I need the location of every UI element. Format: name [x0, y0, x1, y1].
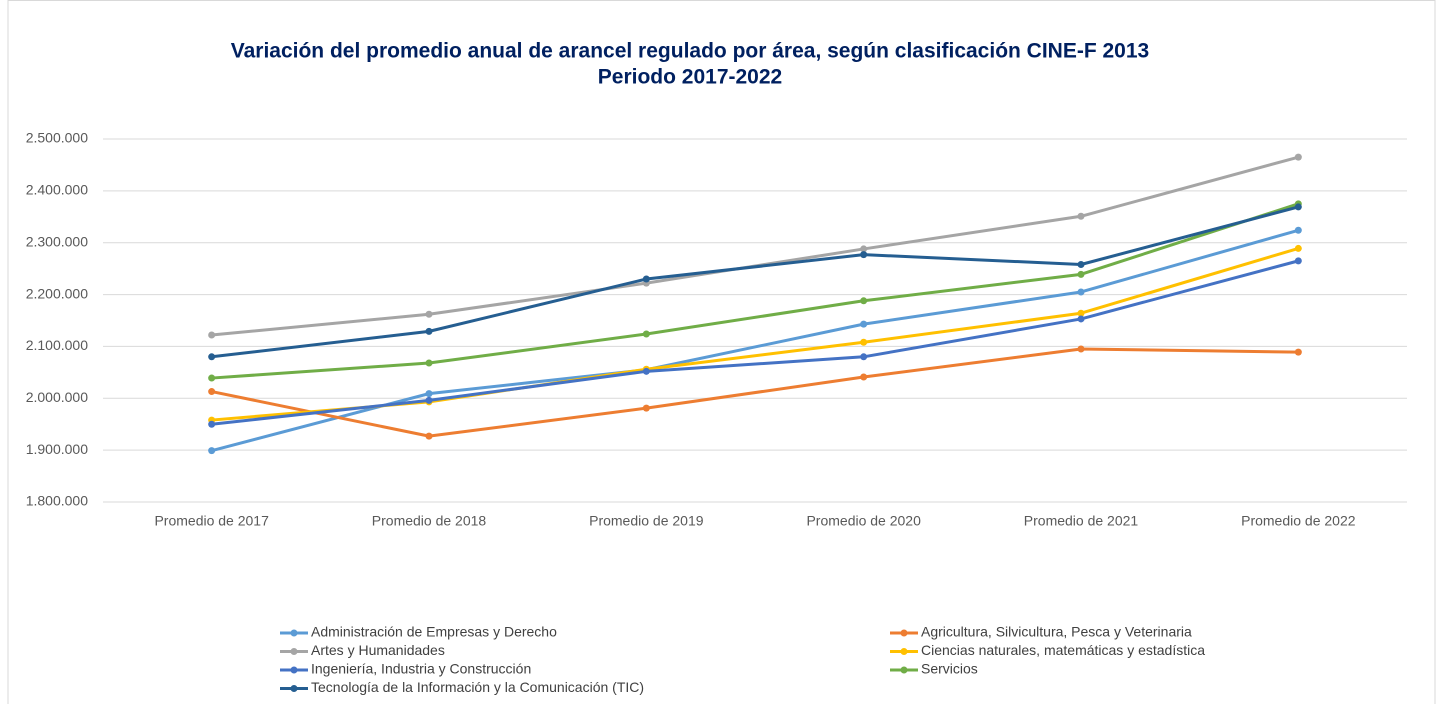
data-point [208, 420, 216, 428]
chart-subtitle: Periodo 2017-2022 [598, 66, 782, 89]
series-line [211, 155, 1299, 337]
data-point [860, 251, 868, 259]
legend-label: Servicios [921, 661, 978, 677]
series-line [211, 228, 1299, 453]
data-point [860, 353, 868, 361]
data-point [425, 390, 433, 398]
chart-title: Variación del promedio anual de arancel … [231, 40, 1149, 63]
data-point [425, 310, 433, 318]
legend-label: Administración de Empresas y Derecho [311, 624, 557, 640]
data-point [860, 297, 868, 305]
x-tick-label: Promedio de 2019 [589, 513, 704, 529]
data-point [642, 275, 650, 283]
data-point [1294, 257, 1302, 265]
data-point [1077, 309, 1085, 317]
legend-marker [900, 648, 908, 655]
legend-marker [290, 666, 298, 674]
data-point [642, 367, 650, 375]
legend-label: Artes y Humanidades [311, 642, 445, 658]
data-point [860, 338, 868, 346]
y-tick-label: 2.200.000 [26, 285, 88, 301]
legend-label: Agricultura, Silvicultura, Pesca y Veter… [921, 624, 1192, 640]
data-point [860, 245, 868, 253]
legend-marker [290, 629, 298, 637]
y-tick-label: 2.000.000 [26, 389, 88, 405]
data-point [1077, 260, 1085, 268]
x-tick-label: Promedio de 2018 [372, 513, 487, 529]
data-point [425, 432, 433, 440]
series-line [211, 246, 1299, 422]
data-point [208, 447, 216, 455]
data-point [1294, 244, 1302, 252]
series-line [211, 347, 1299, 438]
series-line [211, 205, 1299, 359]
data-point [1294, 153, 1302, 161]
data-point [425, 359, 433, 367]
data-point [425, 396, 433, 404]
data-point [1077, 212, 1085, 220]
legend-label: Tecnología de la Información y la Comuni… [311, 679, 644, 695]
data-point [1077, 270, 1085, 278]
y-tick-label: 2.400.000 [26, 182, 88, 198]
data-point [642, 404, 650, 412]
data-point [1077, 288, 1085, 296]
data-point [208, 388, 216, 396]
x-tick-label: Promedio de 2020 [806, 513, 921, 529]
data-point [208, 353, 216, 361]
series-line [211, 202, 1299, 380]
data-point [425, 327, 433, 335]
data-point [1294, 203, 1302, 211]
x-tick-label: Promedio de 2022 [1241, 513, 1356, 529]
data-point [208, 331, 216, 339]
legend-marker [290, 685, 298, 692]
y-tick-label: 1.900.000 [26, 441, 88, 457]
y-tick-label: 2.300.000 [26, 233, 88, 249]
data-point [860, 373, 868, 381]
data-point [642, 330, 650, 338]
chart-frame [7, 0, 1436, 704]
x-tick-label: Promedio de 2021 [1024, 513, 1139, 529]
data-point [1077, 315, 1085, 323]
x-tick-label: Promedio de 2017 [154, 513, 269, 529]
legend-marker [290, 648, 298, 655]
y-tick-label: 1.800.000 [26, 493, 88, 509]
y-tick-label: 2.500.000 [26, 130, 88, 146]
legend-marker [900, 666, 908, 674]
legend-label: Ingeniería, Industria y Construcción [311, 661, 531, 677]
data-point [1294, 226, 1302, 234]
data-point [1077, 345, 1085, 353]
data-point [1294, 348, 1302, 356]
legend-label: Ciencias naturales, matemáticas y estadí… [921, 642, 1205, 658]
data-point [208, 374, 216, 382]
series-line [211, 259, 1299, 426]
data-point [860, 320, 868, 328]
legend-marker [900, 629, 908, 637]
y-tick-label: 2.100.000 [26, 337, 88, 353]
